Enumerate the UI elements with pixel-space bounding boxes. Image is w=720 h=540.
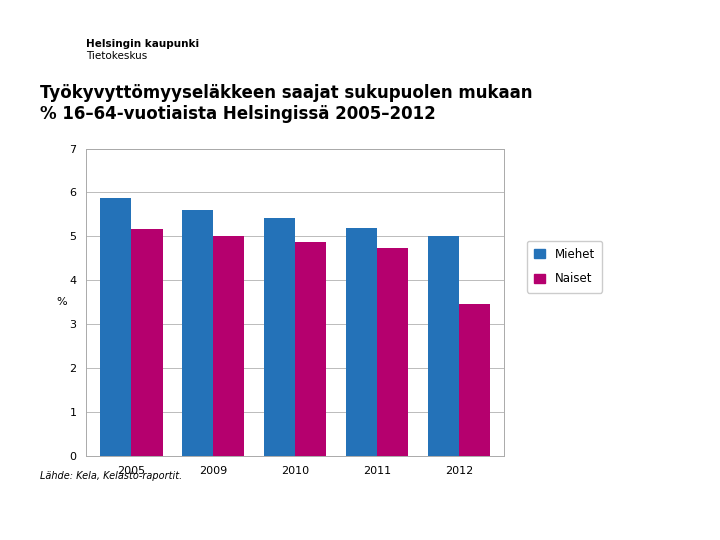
Bar	[213, 237, 244, 456]
Text: 14.10.2013: 14.10.2013	[16, 515, 76, 524]
Bar	[100, 198, 132, 456]
Bar	[295, 242, 326, 456]
Text: Tietokeskus: Tietokeskus	[86, 51, 148, 62]
Bar	[182, 210, 213, 456]
Text: 14: 14	[686, 515, 702, 524]
Bar	[346, 228, 377, 456]
Bar	[459, 303, 490, 456]
Text: Lähde: Kela, Kelasto-raportit.: Lähde: Kela, Kelasto-raportit.	[40, 471, 182, 481]
Legend: Miehet, Naiset: Miehet, Naiset	[526, 241, 602, 293]
Bar	[428, 236, 459, 456]
Text: % 16–64-vuotiaista Helsingissä 2005–2012: % 16–64-vuotiaista Helsingissä 2005–2012	[40, 105, 436, 123]
Bar	[264, 218, 295, 456]
Text: Helsingin kaupunki: Helsingin kaupunki	[86, 39, 199, 49]
Y-axis label: %: %	[56, 298, 66, 307]
Text: Työkyvyttömyyseläkkeen saajat sukupuolen mukaan: Työkyvyttömyyseläkkeen saajat sukupuolen…	[40, 84, 532, 102]
Bar	[132, 229, 163, 456]
Text: Naisten ja miesten tasa-arvo Helsingissä: Naisten ja miesten tasa-arvo Helsingissä	[253, 515, 467, 524]
Bar	[377, 248, 408, 456]
